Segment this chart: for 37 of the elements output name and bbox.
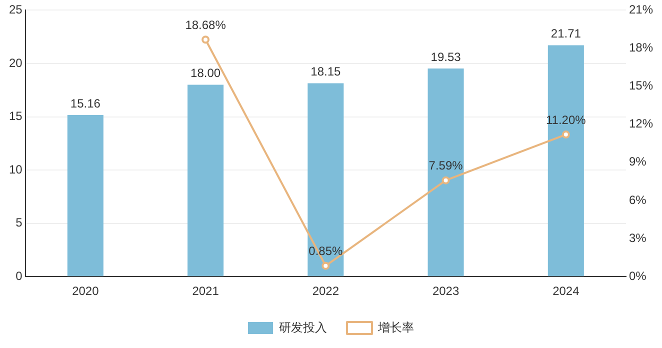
y-tick-label: 10 xyxy=(8,162,23,176)
y2-tick-label: 0% xyxy=(628,268,647,283)
legend-label: 增长率 xyxy=(377,320,414,334)
y-tick-label: 5 xyxy=(16,216,23,230)
bar xyxy=(428,68,464,276)
x-tick-label: 2020 xyxy=(72,284,100,298)
bar xyxy=(548,45,584,276)
y-tick-label: 15 xyxy=(8,109,23,124)
data-label: 18.15 xyxy=(310,64,342,79)
y2-tick-label: 3% xyxy=(628,230,647,245)
y-tick-label: 0 xyxy=(16,268,23,283)
y-tick-label: 20 xyxy=(8,56,23,70)
y2-tick-label: 12% xyxy=(628,116,654,131)
data-label: 18.00 xyxy=(190,66,221,80)
point xyxy=(202,36,210,44)
data-label: 21.71 xyxy=(550,26,582,41)
bar xyxy=(308,83,344,276)
bar xyxy=(67,115,104,276)
data-label: 7.59% xyxy=(428,158,464,173)
y2-tick-label: 15% xyxy=(628,78,654,93)
data-label: 18.68% xyxy=(185,18,226,32)
data-label: 19.53 xyxy=(430,50,462,64)
bar xyxy=(188,84,224,276)
y-tick-label: 25 xyxy=(8,2,23,17)
x-tick-label: 2024 xyxy=(552,284,580,298)
y2-tick-label: 18% xyxy=(628,40,654,55)
y2-tick-label: 6% xyxy=(628,192,647,207)
point xyxy=(562,130,570,139)
legend-label: 研发投入 xyxy=(279,320,327,334)
point xyxy=(442,176,450,184)
data-label: 15.16 xyxy=(70,96,101,110)
y2-tick-label: 21% xyxy=(628,2,654,17)
x-tick-label: 2023 xyxy=(432,284,460,298)
point xyxy=(322,262,330,270)
x-tick-label: 2022 xyxy=(312,284,340,298)
x-tick-label: 2021 xyxy=(192,284,220,298)
y2-tick-label: 9% xyxy=(628,154,647,169)
